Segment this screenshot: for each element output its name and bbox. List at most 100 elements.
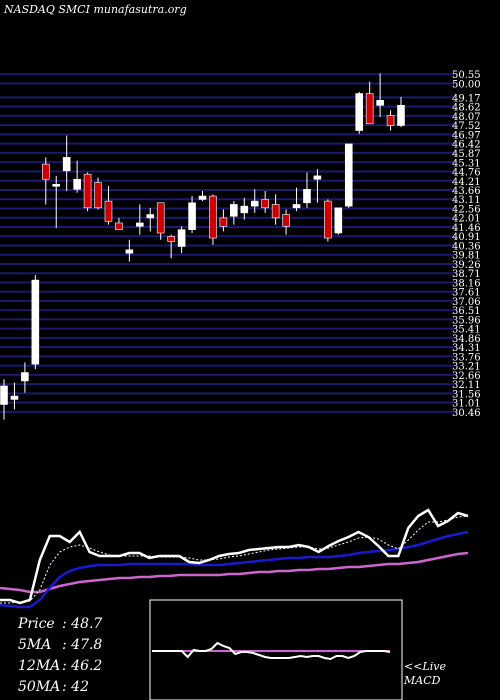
candle-body [0, 385, 8, 405]
candle-body [219, 217, 228, 227]
price-tick-label: 35.96 [452, 315, 481, 326]
stat-5ma: 5MA : 47.8 [18, 635, 102, 656]
stat-12ma: 12MA: 46.2 [18, 656, 102, 677]
price-tick-label: 47.52 [452, 121, 481, 132]
price-tick-label: 48.62 [452, 103, 481, 114]
candle [62, 135, 71, 192]
price-grid [0, 73, 455, 413]
ma-blue-line [0, 530, 469, 609]
candle [115, 217, 123, 230]
candle-body [125, 249, 134, 254]
price-tick-label: 34.86 [452, 334, 481, 345]
candle-body [31, 279, 40, 365]
candle [376, 73, 384, 118]
candle-body [240, 205, 249, 214]
price-tick-label: 33.21 [452, 362, 481, 373]
candle-body [136, 222, 144, 227]
candle-body [209, 195, 217, 239]
candle [73, 160, 81, 193]
candle [219, 209, 228, 232]
candle-body [344, 143, 353, 207]
candle-body [397, 104, 405, 126]
macd-panel-frame [149, 599, 403, 700]
candle-body [324, 200, 332, 239]
candle [282, 209, 290, 235]
macd-label: <<Live MACD [404, 660, 446, 688]
candle [365, 81, 374, 125]
macd-line [152, 641, 391, 661]
candle-body [261, 199, 269, 209]
price-tick-label: 37.61 [452, 288, 481, 299]
candle-body [52, 183, 61, 187]
price-tick-label: 43.11 [452, 195, 481, 206]
candle [41, 157, 50, 205]
candle [303, 172, 311, 208]
price-tick-label: 36.51 [452, 306, 481, 317]
chart-title: NASDAQ SMCI munafasutra.org [4, 3, 187, 16]
candle [250, 189, 259, 213]
stat-value: : 47.8 [62, 637, 103, 653]
price-tick-label: 39.81 [452, 251, 481, 262]
candle [146, 207, 155, 232]
price-tick-label: 46.42 [452, 140, 481, 151]
candlesticks [0, 73, 405, 420]
candle [292, 187, 301, 212]
candle [324, 199, 332, 242]
candle [334, 207, 343, 235]
stats-panel: Price: 48.7 5MA: 47.8 12MA: 46.2 50MA: 4… [18, 614, 102, 698]
candle [344, 143, 353, 208]
candle-body [271, 204, 280, 219]
candle [83, 172, 92, 212]
candle [188, 196, 196, 234]
price-tick-label: 34.31 [452, 343, 481, 354]
price-tick-label: 45.31 [452, 158, 481, 169]
stat-label: Price [18, 616, 55, 632]
price-tick-label: 39.26 [452, 260, 481, 271]
stat-label: 12MA [18, 658, 61, 674]
candle [125, 239, 134, 262]
ma-magenta-line [0, 551, 469, 594]
stat-value: : 48.7 [62, 616, 103, 632]
candle [31, 275, 40, 370]
candle-body [250, 200, 259, 207]
price-tick-label: 35.41 [452, 325, 481, 336]
price-tick-label: 50.00 [452, 79, 481, 90]
moving-average-panel [0, 508, 469, 609]
candle-body [355, 93, 364, 131]
stat-label: 5MA [18, 637, 52, 653]
price-tick-label: 43.66 [452, 186, 481, 197]
candle-body [386, 115, 395, 126]
price-tick-label: 31.56 [452, 389, 481, 400]
candle-body [365, 93, 374, 125]
price-tick-label: 46.97 [452, 130, 481, 141]
price-tick-label: 32.66 [452, 371, 481, 382]
candle-body [10, 395, 19, 400]
price-tick-label: 44.76 [452, 168, 481, 179]
macd-panel [152, 641, 391, 661]
price-tick-label: 45.87 [452, 149, 481, 160]
price-tick-label: 48.07 [452, 112, 481, 123]
candle [209, 194, 217, 245]
stat-value: : 46.2 [62, 658, 103, 674]
price-tick-label: 50.55 [452, 70, 481, 81]
candle [136, 204, 144, 235]
price-tick-label: 38.16 [452, 278, 481, 289]
price-tick-label: 41.46 [452, 223, 481, 234]
candle-body [104, 200, 113, 222]
candle-body [230, 204, 238, 217]
price-tick-label: 49.17 [452, 93, 481, 104]
candle [313, 169, 322, 203]
price-tick-label: 42.56 [452, 204, 481, 215]
price-tick-label: 42.01 [452, 214, 481, 225]
price-tick-label: 44.21 [452, 177, 481, 188]
candle [167, 234, 175, 259]
candle-body [313, 175, 322, 180]
candle-body [198, 195, 207, 200]
price-solid-line [0, 508, 469, 605]
candle [0, 379, 8, 420]
price-dotted-line [0, 515, 469, 604]
price-tick-label: 38.71 [452, 269, 481, 280]
stat-price: Price : 48.7 [18, 614, 102, 635]
